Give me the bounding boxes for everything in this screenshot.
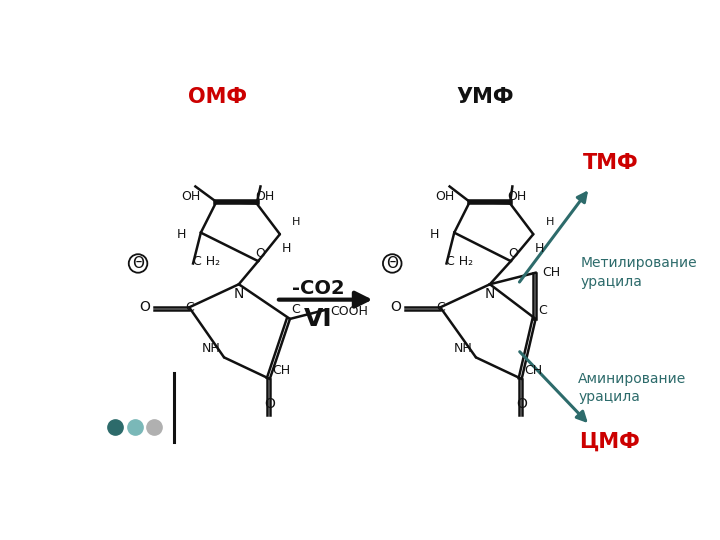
Text: COOH: COOH (330, 305, 368, 318)
Text: C: C (292, 303, 300, 316)
Text: C: C (539, 305, 547, 318)
Text: NH: NH (202, 342, 221, 355)
Text: OH: OH (181, 190, 200, 202)
Text: ТМФ: ТМФ (583, 153, 639, 173)
Text: OH: OH (508, 190, 526, 202)
Text: H: H (535, 242, 544, 255)
Text: CH: CH (272, 363, 290, 377)
Text: N: N (485, 287, 495, 301)
Text: ОМФ: ОМФ (189, 87, 248, 107)
Text: Аминирование
урацила: Аминирование урацила (578, 372, 686, 404)
Text: VI: VI (305, 307, 333, 331)
Text: ЦМФ: ЦМФ (579, 432, 639, 452)
Text: O: O (391, 300, 402, 314)
Text: H: H (292, 217, 301, 227)
Text: OH: OH (256, 190, 275, 202)
Text: H: H (176, 228, 186, 241)
Text: OH: OH (436, 190, 454, 202)
Text: O: O (256, 247, 266, 260)
Text: O: O (516, 397, 527, 411)
Text: C: C (436, 301, 445, 314)
Text: O: O (140, 300, 150, 314)
Text: H: H (282, 242, 291, 255)
Text: H: H (430, 228, 439, 241)
Text: C H₂: C H₂ (446, 255, 474, 268)
Text: Θ: Θ (386, 256, 398, 271)
Text: C: C (185, 301, 194, 314)
Text: CH: CH (524, 363, 542, 377)
Text: CH: CH (542, 266, 560, 279)
Text: -CO2: -CO2 (292, 279, 345, 298)
Text: N: N (233, 287, 244, 301)
Text: Θ: Θ (132, 256, 144, 271)
Text: NH: NH (454, 342, 473, 355)
Text: O: O (264, 397, 275, 411)
Text: Метилирование
урацила: Метилирование урацила (580, 256, 697, 289)
Text: O: O (508, 247, 518, 260)
Text: C H₂: C H₂ (193, 255, 220, 268)
Text: H: H (546, 217, 554, 227)
Text: УМФ: УМФ (456, 87, 514, 107)
